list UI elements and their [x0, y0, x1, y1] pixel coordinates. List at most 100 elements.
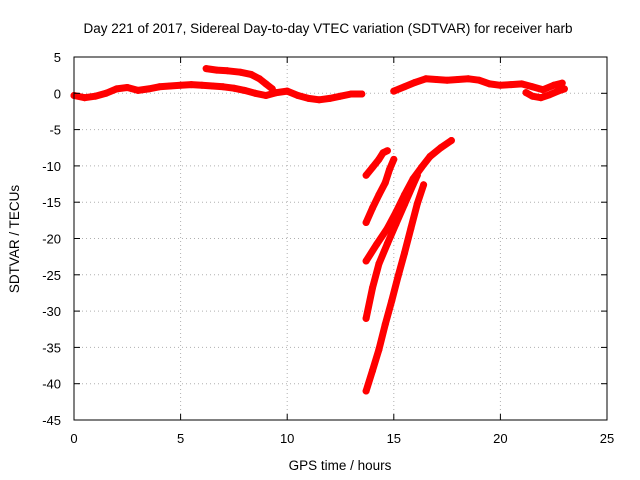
data-point [388, 297, 396, 305]
data-point [401, 83, 408, 91]
data-point [155, 83, 163, 91]
data-point [362, 219, 370, 226]
data-series [202, 65, 276, 93]
data-point [219, 83, 227, 91]
data-series [362, 147, 391, 179]
data-point [528, 83, 536, 91]
y-tick-label: -10 [42, 159, 61, 174]
data-point [145, 85, 153, 93]
data-point [369, 284, 376, 292]
data-point [202, 65, 210, 73]
y-tick-label: -20 [42, 232, 61, 247]
data-series [362, 171, 421, 322]
data-point [294, 92, 302, 99]
y-tick-label: -35 [42, 340, 61, 355]
data-point [392, 220, 400, 228]
x-tick-label: 10 [280, 431, 294, 446]
data-point [213, 66, 221, 74]
plot-frame [73, 56, 608, 421]
x-tick-label: 20 [493, 431, 507, 446]
data-point [375, 191, 383, 199]
y-tick-label: 5 [54, 50, 61, 65]
data-point [177, 81, 185, 89]
data-point [418, 163, 425, 171]
series-band [70, 81, 366, 104]
data-point [409, 181, 417, 189]
data-point [166, 82, 174, 90]
data-point [522, 89, 530, 97]
y-tick-label: -30 [42, 304, 61, 319]
data-point [454, 76, 462, 83]
data-point [362, 314, 370, 322]
data-point [224, 67, 231, 75]
y-axis-title: SDTVAR / TECUs [7, 185, 22, 294]
data-point [411, 78, 419, 86]
data-point [375, 155, 383, 163]
data-point [262, 92, 270, 99]
grid-lines [74, 57, 607, 420]
data-point [187, 81, 195, 89]
data-point [558, 79, 566, 87]
data-point [283, 87, 291, 95]
data-point [390, 87, 398, 95]
data-point [447, 137, 455, 144]
data-point [362, 387, 370, 395]
data-point [369, 204, 376, 212]
data-point [91, 92, 99, 100]
data-point [268, 85, 276, 93]
data-point [401, 200, 408, 208]
data-point [347, 90, 355, 98]
data-point [381, 320, 389, 328]
x-axis-title: GPS time / hours [289, 458, 392, 473]
data-point [230, 84, 238, 92]
data-point [241, 86, 249, 94]
data-point [383, 240, 391, 248]
x-tick-label: 25 [600, 431, 614, 446]
data-point [369, 367, 376, 375]
data-point [560, 85, 568, 93]
data-point [251, 89, 259, 97]
data-point [443, 76, 451, 84]
data-point [326, 94, 334, 102]
x-tick-label: 0 [70, 431, 77, 446]
series-band [362, 171, 421, 322]
data-point [81, 94, 89, 102]
data-point [113, 85, 121, 93]
data-point [528, 92, 536, 100]
chart-title: Day 221 of 2017, Sidereal Day-to-day VTE… [84, 21, 573, 36]
data-point [256, 75, 263, 83]
data-point [198, 81, 206, 89]
data-point [550, 81, 558, 89]
data-point [358, 90, 366, 98]
y-tick-label: -45 [42, 413, 61, 428]
y-tick-label: -15 [42, 195, 61, 210]
data-point [386, 166, 393, 173]
data-point [426, 153, 434, 160]
data-series [362, 181, 428, 395]
data-point [413, 200, 421, 208]
data-series [70, 81, 366, 104]
x-tick-label: 5 [177, 431, 184, 446]
data-point [236, 68, 244, 76]
data-point [437, 144, 445, 152]
data-point [383, 224, 391, 232]
y-tick-label: -5 [49, 123, 61, 138]
data-point [545, 91, 553, 99]
data-point [518, 80, 526, 88]
data-point [394, 272, 402, 280]
data-series [362, 155, 398, 226]
x-tick-label: 15 [387, 431, 401, 446]
data-point [539, 86, 547, 94]
series-band [362, 181, 428, 395]
data-point [373, 240, 381, 248]
data-point [369, 163, 376, 171]
data-point [432, 76, 440, 83]
data-point [486, 80, 494, 88]
data-point [422, 75, 430, 83]
data-series [522, 85, 568, 102]
axis-ticks: 0 5 10 15 20 25 5 0 -5 -10 -15 -20 -25 -30 -35 -40 -45 [42, 50, 614, 446]
data-layer [70, 65, 568, 395]
data-point [315, 96, 323, 104]
data-point [362, 171, 370, 179]
